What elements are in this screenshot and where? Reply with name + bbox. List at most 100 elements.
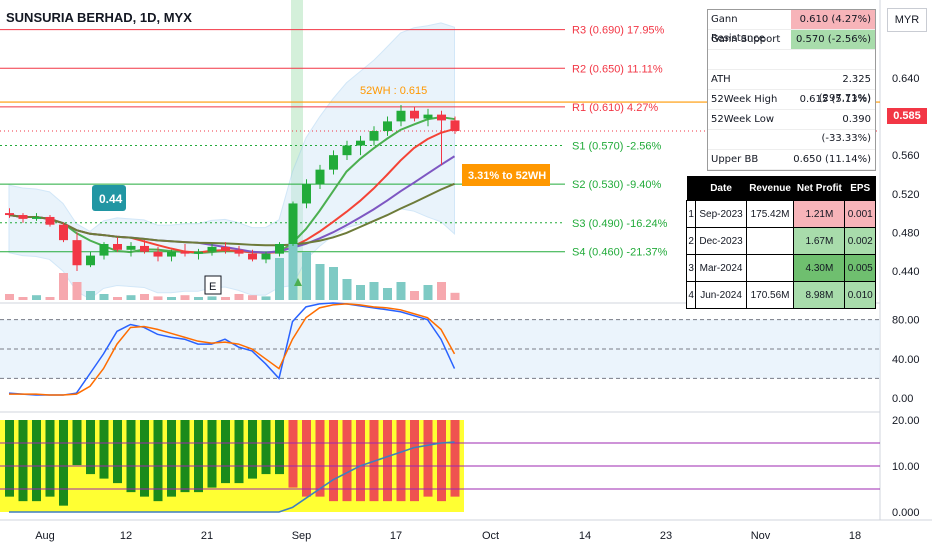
financials-cell-n: 1 [685,200,697,228]
volume-bar [221,297,230,300]
financials-cell-eps: 0.001 [844,200,876,228]
panel-row: ATH 2.325 (297.71%) [708,70,875,104]
volume-bar [59,273,68,300]
financials-header-cell [686,176,696,201]
financials-cell-date: Dec-2023 [695,227,747,255]
time-axis-tick: 17 [390,530,402,542]
volume-bar [45,297,55,300]
strength-bar [45,420,55,497]
financials-cell-date: Sep-2023 [695,200,747,228]
time-axis-tick: 14 [579,530,591,542]
candle-body [437,114,446,121]
financials-header-row: Date Revenue Net Profit EPS [686,176,876,201]
panel-row: Upper BB 0.650 (11.14%) [708,150,875,170]
panel-row-label: ATH [711,74,731,85]
high52-label: 52WH : 0.615 [360,85,427,97]
panel-row-value: 0.650 (11.14%) [793,154,871,165]
financials-cell-n: 3 [685,254,697,282]
financials-header-cell: Revenue [746,176,794,201]
strength-bar [437,420,446,502]
financials-table: Date Revenue Net Profit EPS 1 Sep-2023 175.42… [685,176,876,309]
panel-row-value [791,50,875,69]
candle-body [72,240,82,266]
candle-body [410,110,419,119]
last-price-tag: 0.585 [887,108,927,124]
financials-header-cell: Net Profit [793,176,845,201]
price-axis-tick: 0.640 [892,73,920,85]
financials-header-cell: Date [695,176,747,201]
bars-axis-tick: 0.000 [892,507,920,519]
financials-cell-date: Jun-2024 [695,281,747,309]
candle-body [356,140,365,146]
time-axis-tick: Nov [751,530,771,542]
currency-selector[interactable]: MYR [887,8,927,32]
strength-bar [356,420,365,502]
volume-bar [234,294,244,300]
marker-label: 0.44 [99,192,123,206]
panel-row: Gann Support 0.570 (-2.56%) [708,30,875,50]
financials-cell-eps: 0.002 [844,227,876,255]
oscillator-axis-tick: 0.00 [892,393,913,405]
candle-body [18,215,28,219]
level-label: S2 (0.530) -9.40% [572,179,661,191]
strength-bar [275,420,284,475]
strength-bar [383,420,392,502]
financials-row: 2 Dec-2023 1.67M 0.002 [685,227,876,255]
volume-bar [302,252,311,300]
strength-bar [153,420,163,502]
volume-bar [369,282,379,300]
volume-bar [261,296,271,300]
volume-bar [288,240,298,300]
strength-bar [410,420,419,502]
candle-body [342,145,352,156]
panel-row-value: 0.570 (-2.56%) [791,30,875,49]
price-axis-tick: 0.440 [892,266,920,278]
time-axis-tick: 21 [201,530,213,542]
strength-bar [288,420,298,488]
strength-bar [59,420,68,506]
time-axis-tick: 23 [660,530,672,542]
panel-row [708,50,875,70]
volume-bar [18,297,28,300]
panel-row [708,130,875,150]
level-label: S3 (0.490) -16.24% [572,218,668,230]
volume-bar [410,291,419,300]
volume-bar [126,295,136,300]
bars-axis-tick: 20.00 [892,415,920,427]
financials-cell-rev [745,227,795,255]
strength-bar [5,420,14,497]
volume-bar [32,295,41,300]
volume-bar [167,297,176,300]
candle-body [194,251,203,254]
strength-bar [180,420,190,493]
strength-bar [342,420,352,502]
buy-arrow-icon [294,278,302,286]
strength-bar [99,420,109,479]
strength-bar [248,420,257,479]
volume-bar [396,282,406,300]
panel-row-value: 2.325 (297.71%) [818,74,871,104]
panel-row-label: 52Week Low [711,114,774,125]
volume-bar [329,267,338,300]
time-axis-tick: Oct [482,530,499,542]
volume-bar [356,285,365,300]
panel-row: 52Week High 0.615 (5.13%) [708,90,875,110]
strength-bar [261,420,271,475]
strength-bar [221,420,230,484]
callout-label: 3.31% to 52WH [468,170,546,182]
volume-bar [194,297,203,300]
panel-row-value: 0.390 (-33.33%) [821,114,871,144]
candle-body [5,213,14,216]
financials-cell-rev [745,254,795,282]
symbol-title[interactable]: SUNSURIA BERHAD, 1D, MYX [6,10,192,25]
volume-bar [275,258,284,300]
callout-box [462,164,550,186]
volume-bar [383,288,392,300]
candle-body [86,255,95,266]
strength-bar [32,420,41,502]
volume-bar [423,285,433,300]
financials-cell-date: Mar-2024 [695,254,747,282]
financials-row: 1 Sep-2023 175.42M 1.21M 0.001 [685,200,876,228]
strength-bar [86,420,95,475]
